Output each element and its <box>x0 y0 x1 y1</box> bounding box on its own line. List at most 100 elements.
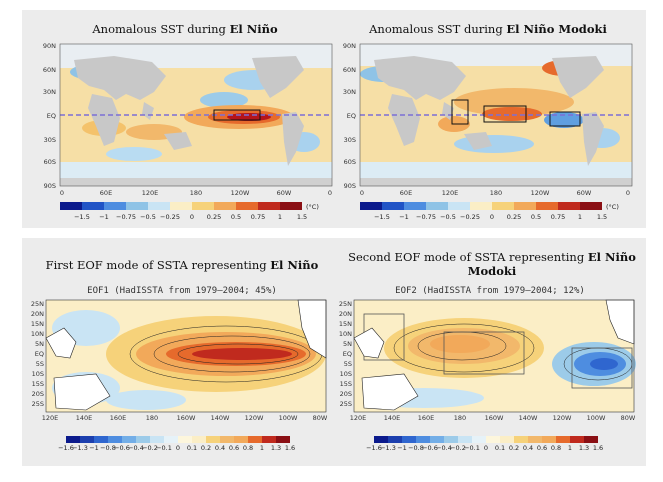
svg-text:120W: 120W <box>231 189 250 197</box>
svg-text:15N: 15N <box>31 320 44 328</box>
eof2-colorbar: −1.6 −1.3 −1 −0.8 −0.6 −0.4 −0.2 −0.1 0 … <box>366 436 603 452</box>
svg-text:−0.5: −0.5 <box>440 213 456 221</box>
svg-text:90N: 90N <box>343 42 356 50</box>
svg-text:−0.4: −0.4 <box>436 444 452 452</box>
svg-text:EQ: EQ <box>47 112 56 120</box>
svg-text:1: 1 <box>578 213 582 221</box>
svg-text:15N: 15N <box>339 320 352 328</box>
svg-text:−0.1: −0.1 <box>464 444 480 452</box>
svg-text:0: 0 <box>626 189 630 197</box>
svg-text:1.3: 1.3 <box>579 444 589 452</box>
svg-text:0.2: 0.2 <box>509 444 519 452</box>
svg-text:10S: 10S <box>340 370 352 378</box>
svg-text:1: 1 <box>278 213 282 221</box>
eof2-map-title: EOF2 (HadISSTA from 1979–2004; 12%) <box>395 286 585 296</box>
svg-text:140E: 140E <box>76 414 93 422</box>
top-left-colorbar: −1.5 −1 −0.75 −0.5 −0.25 0 0.25 0.5 0.75… <box>60 202 319 221</box>
svg-text:0.6: 0.6 <box>537 444 547 452</box>
svg-text:0.8: 0.8 <box>551 444 561 452</box>
svg-text:30S: 30S <box>44 136 56 144</box>
svg-text:0: 0 <box>484 444 488 452</box>
svg-text:120E: 120E <box>442 189 459 197</box>
svg-text:160W: 160W <box>177 414 196 422</box>
top-right-title: Anomalous SST during El Niño Modoki <box>369 22 607 36</box>
svg-text:30N: 30N <box>343 88 356 96</box>
svg-text:−0.8: −0.8 <box>100 444 116 452</box>
svg-text:EQ: EQ <box>35 350 44 358</box>
svg-text:120E: 120E <box>42 414 59 422</box>
svg-text:−0.1: −0.1 <box>156 444 172 452</box>
svg-text:80W: 80W <box>621 414 636 422</box>
svg-text:−1.6: −1.6 <box>366 444 382 452</box>
svg-text:140E: 140E <box>384 414 401 422</box>
svg-text:180: 180 <box>454 414 466 422</box>
svg-text:−1: −1 <box>89 444 99 452</box>
svg-text:1.5: 1.5 <box>297 213 307 221</box>
svg-text:140W: 140W <box>211 414 230 422</box>
svg-text:20N: 20N <box>31 310 44 318</box>
svg-text:−0.2: −0.2 <box>142 444 158 452</box>
svg-text:−0.6: −0.6 <box>114 444 130 452</box>
svg-text:(°C): (°C) <box>306 203 319 211</box>
svg-text:20N: 20N <box>339 310 352 318</box>
svg-text:60E: 60E <box>100 189 112 197</box>
svg-text:15S: 15S <box>32 380 44 388</box>
svg-text:0.4: 0.4 <box>215 444 225 452</box>
svg-text:1.6: 1.6 <box>593 444 603 452</box>
svg-text:10N: 10N <box>31 330 44 338</box>
svg-text:60N: 60N <box>43 66 56 74</box>
svg-text:0: 0 <box>60 189 64 197</box>
svg-text:180: 180 <box>190 189 202 197</box>
svg-text:120E: 120E <box>350 414 367 422</box>
svg-text:−1.6: −1.6 <box>58 444 74 452</box>
top-left-sst-map: 90N 60N 30N EQ 30S 60S 90S 0 60E 120E 18… <box>43 42 333 221</box>
svg-text:60N: 60N <box>343 66 356 74</box>
svg-text:−0.25: −0.25 <box>160 213 180 221</box>
top-right-sst-map: 90N 60N 30N EQ 30S 60S 90S 0 60E 120E 18… <box>343 42 633 221</box>
svg-text:160W: 160W <box>485 414 504 422</box>
svg-text:0.75: 0.75 <box>551 213 565 221</box>
svg-text:5S: 5S <box>344 360 352 368</box>
svg-text:20S: 20S <box>32 390 44 398</box>
svg-text:1.6: 1.6 <box>285 444 295 452</box>
svg-text:0.25: 0.25 <box>507 213 521 221</box>
svg-text:25N: 25N <box>31 300 44 308</box>
svg-text:0.25: 0.25 <box>207 213 221 221</box>
svg-text:120W: 120W <box>531 189 550 197</box>
svg-text:0.1: 0.1 <box>495 444 505 452</box>
svg-text:0.6: 0.6 <box>229 444 239 452</box>
top-left-title: Anomalous SST during El Niño <box>92 22 278 36</box>
svg-text:−1.3: −1.3 <box>380 444 396 452</box>
svg-text:1: 1 <box>260 444 264 452</box>
svg-text:5N: 5N <box>343 340 352 348</box>
top-right-colorbar: −1.5 −1 −0.75 −0.5 −0.25 0 0.25 0.5 0.75… <box>360 202 619 221</box>
svg-text:0.2: 0.2 <box>201 444 211 452</box>
svg-text:EQ: EQ <box>343 350 352 358</box>
svg-text:180: 180 <box>146 414 158 422</box>
bottom-left-eof1-map: 25N 20N 15N 10N 5N EQ 5S 10S 15S 20S 25S… <box>31 299 328 452</box>
svg-text:25S: 25S <box>32 400 44 408</box>
svg-text:−1: −1 <box>99 213 109 221</box>
svg-text:100W: 100W <box>279 414 298 422</box>
svg-text:20S: 20S <box>340 390 352 398</box>
svg-text:1.5: 1.5 <box>597 213 607 221</box>
svg-text:0: 0 <box>490 213 494 221</box>
svg-text:10S: 10S <box>32 370 44 378</box>
svg-text:−0.5: −0.5 <box>140 213 156 221</box>
svg-text:120W: 120W <box>245 414 264 422</box>
svg-text:90N: 90N <box>43 42 56 50</box>
svg-text:1.3: 1.3 <box>271 444 281 452</box>
svg-text:−1: −1 <box>399 213 409 221</box>
svg-text:−0.25: −0.25 <box>460 213 480 221</box>
svg-text:160E: 160E <box>110 414 127 422</box>
svg-text:−1.5: −1.5 <box>374 213 390 221</box>
svg-text:0: 0 <box>176 444 180 452</box>
svg-text:80W: 80W <box>313 414 328 422</box>
bottom-right-eof2-map: 25N 20N 15N 10N 5N EQ 5S 10S 15S 20S 25S… <box>339 299 636 452</box>
svg-text:−1.5: −1.5 <box>74 213 90 221</box>
svg-text:−0.75: −0.75 <box>116 213 136 221</box>
svg-text:−0.75: −0.75 <box>416 213 436 221</box>
svg-text:−0.2: −0.2 <box>450 444 466 452</box>
svg-text:60W: 60W <box>577 189 592 197</box>
bottom-right-title: Second EOF mode of SSTA representing El … <box>348 250 636 278</box>
